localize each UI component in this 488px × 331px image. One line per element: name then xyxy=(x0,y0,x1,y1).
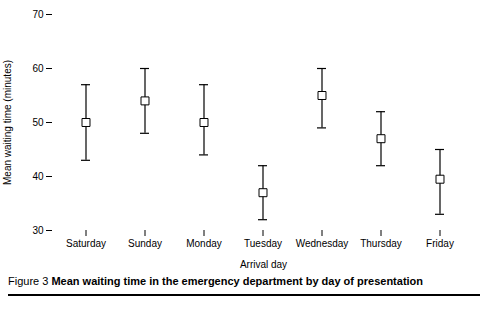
svg-text:Saturday: Saturday xyxy=(66,238,106,249)
svg-text:Monday: Monday xyxy=(186,238,222,249)
svg-text:Friday: Friday xyxy=(426,238,454,249)
svg-text:Tuesday: Tuesday xyxy=(244,238,282,249)
html-text:Figure 3 Mean waiting time in: Figure 3 Mean waiting time in the emerge… xyxy=(8,275,424,287)
svg-text:Sunday: Sunday xyxy=(128,238,162,249)
svg-text:50: 50 xyxy=(32,117,44,128)
svg-text:Mean waiting time (minutes): Mean waiting time (minutes) xyxy=(2,60,13,185)
svg-text:Arrival day: Arrival day xyxy=(240,259,287,270)
svg-text:Thursday: Thursday xyxy=(360,238,402,249)
svg-text:70: 70 xyxy=(32,9,44,20)
svg-text:30: 30 xyxy=(32,225,44,236)
svg-text:60: 60 xyxy=(32,63,44,74)
svg-text:40: 40 xyxy=(32,171,44,182)
svg-text:Wednesday: Wednesday xyxy=(296,238,349,249)
